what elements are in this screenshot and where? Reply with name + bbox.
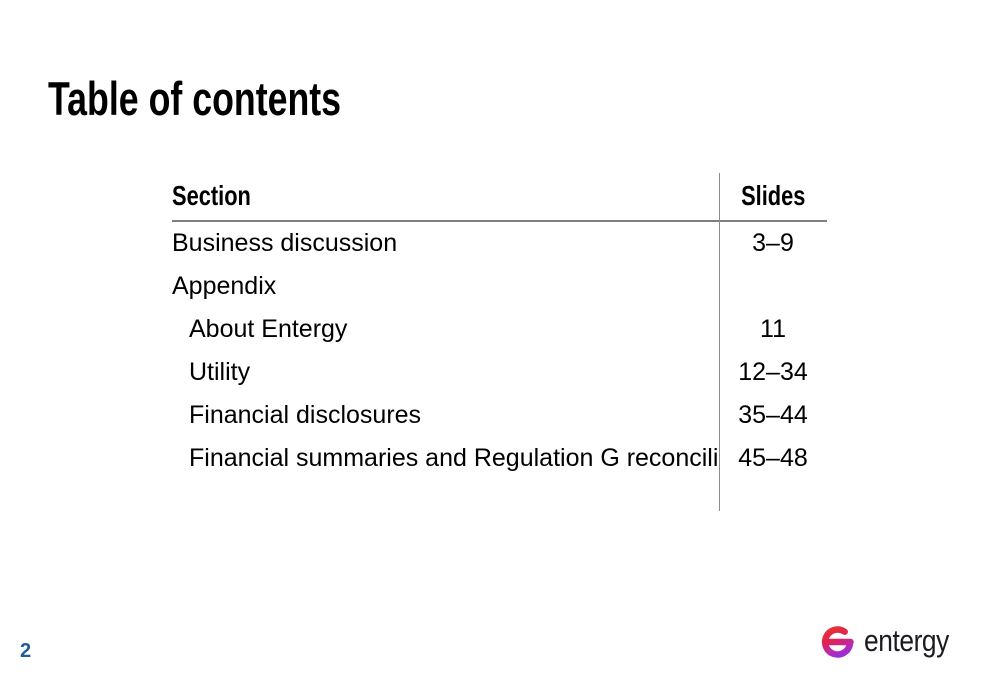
section-label: Financial summaries and Regulation G rec… (189, 444, 719, 472)
entergy-logo: entergy (820, 622, 964, 662)
entergy-e-icon (822, 626, 854, 658)
section-label: About Entergy (189, 315, 348, 343)
toc-row-utility: Utility 12–34 (172, 351, 827, 394)
slides-range: 12–34 (738, 358, 808, 386)
column-header-section: Section (172, 180, 251, 211)
page-title: Table of contents (48, 75, 434, 122)
toc-row-financial-disclosures: Financial disclosures 35–44 (172, 394, 827, 437)
toc-table: Section Slides Business discussion 3–9 A… (172, 172, 827, 512)
column-header-slides: Slides (740, 180, 806, 211)
page-title-text: Table of contents (48, 72, 342, 126)
section-label: Appendix (172, 272, 277, 300)
toc-header-row: Section Slides (172, 172, 827, 222)
slides-range: 35–44 (738, 401, 808, 429)
toc-row-business-discussion: Business discussion 3–9 (172, 222, 827, 265)
column-divider-line (719, 173, 720, 511)
slides-range: 45–48 (738, 444, 808, 472)
section-label: Utility (189, 358, 251, 386)
toc-row-appendix: Appendix (172, 265, 827, 308)
page-number: 2 (20, 640, 32, 662)
slides-range: 3–9 (752, 229, 794, 257)
toc-row-financial-summaries: Financial summaries and Regulation G rec… (172, 437, 827, 480)
slides-range: 11 (760, 315, 786, 343)
section-label: Business discussion (172, 229, 398, 257)
toc-row-about-entergy: About Entergy 11 (172, 308, 827, 351)
entergy-wordmark: entergy (864, 622, 950, 658)
section-label: Financial disclosures (189, 401, 422, 429)
